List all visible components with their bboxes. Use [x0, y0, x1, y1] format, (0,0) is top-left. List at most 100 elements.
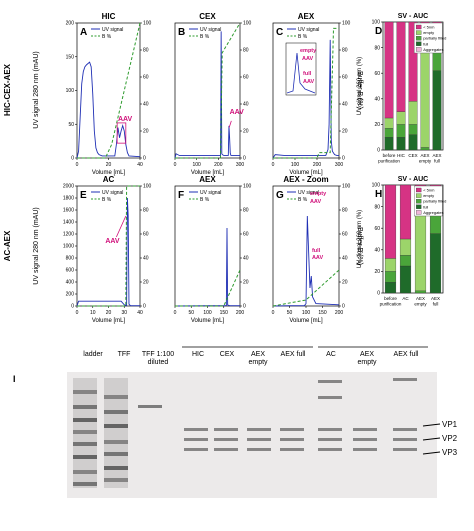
legend-label: partially filled	[423, 199, 446, 204]
y-tick-label: 200	[66, 21, 75, 27]
bar-segment	[432, 70, 442, 151]
y2-tick-label: 40	[143, 256, 149, 262]
y-tick-label: 150	[66, 54, 75, 60]
legend-swatch	[416, 41, 422, 46]
lane-label-ladder: ladder	[83, 351, 103, 358]
bar-segment	[384, 117, 394, 129]
series-line	[272, 215, 340, 307]
x-category-label: full	[433, 302, 439, 307]
x-category-label: CEX	[408, 153, 417, 158]
x-tick-label: 50	[188, 310, 194, 316]
y-tick-label: 80	[374, 45, 380, 51]
gel-band	[73, 442, 97, 446]
x-category-label: full	[434, 159, 440, 164]
legend-swatch	[416, 204, 422, 209]
annotation-label: empty	[300, 48, 317, 54]
gel-band	[73, 482, 97, 486]
gel-band	[184, 438, 208, 441]
bar-segment	[399, 184, 412, 240]
bar-segment	[399, 238, 412, 256]
bar-segment	[408, 21, 418, 102]
chart-title: AEX - Zoom	[283, 175, 328, 184]
x-tick-label: 100	[203, 310, 212, 316]
legend-label: B %	[200, 34, 210, 40]
gel-band	[247, 448, 271, 451]
gel-band	[247, 438, 271, 441]
y2-tick-label: 60	[342, 232, 348, 238]
series-line	[76, 61, 141, 159]
legend-swatch	[416, 30, 422, 35]
bar-segment	[396, 21, 406, 112]
legend-label: UV signal	[102, 190, 123, 196]
gel-band	[73, 430, 97, 434]
bar-segment	[384, 184, 397, 259]
x-axis-label: Volume [mL]	[289, 318, 323, 324]
y2-tick-label: 40	[243, 102, 249, 108]
y-tick-label: 20	[374, 269, 380, 275]
series-line	[272, 39, 339, 159]
y2-tick-label: 40	[143, 102, 149, 108]
chart-title: AEX	[199, 175, 216, 184]
y2-axis-label: Buffer B (%)	[356, 71, 363, 109]
y-axis-label: UV signal 260 nm (%)	[357, 210, 363, 268]
x-tick-label: 300	[236, 162, 245, 168]
legend-label: Aggregates	[423, 47, 443, 52]
y2-tick-label: 60	[243, 75, 249, 81]
chart-title: AEX	[298, 12, 315, 21]
y-tick-label: 1400	[63, 220, 74, 226]
series-line	[174, 227, 240, 307]
x-tick-label: 100	[192, 162, 201, 168]
legend-label: Aggregates	[423, 210, 443, 215]
x-category-label: AEX	[416, 296, 425, 301]
gel-band	[104, 440, 128, 444]
y2-tick-label: 0	[143, 304, 146, 310]
legend-swatch	[416, 210, 422, 215]
x-category-label: before	[384, 296, 397, 301]
y2-tick-label: 0	[243, 304, 246, 310]
bar-segment	[414, 290, 427, 294]
x-axis-label: Volume [mL]	[191, 318, 225, 324]
x-category-label: AEX	[432, 153, 441, 158]
legend-label: < 5nm	[423, 188, 435, 193]
annotation-group: AAV	[116, 116, 133, 144]
y2-tick-label: 80	[143, 208, 149, 214]
panel-letter: H	[375, 189, 382, 200]
gel-band	[73, 405, 97, 409]
annotation-label: AAV	[303, 79, 315, 85]
bar-segment	[384, 258, 397, 272]
lane-label-aex-empty-1: AEX empty	[248, 351, 268, 366]
x-axis-label: Volume [mL]	[92, 318, 126, 324]
annotation-group: empty AAV full AAV	[285, 42, 317, 96]
legend-swatch	[416, 36, 422, 41]
x-tick-label: 200	[214, 162, 223, 168]
bar-segment	[420, 147, 430, 151]
legend-label: B %	[298, 34, 308, 40]
x-category-label: empty	[414, 302, 427, 307]
gel-band	[73, 470, 97, 474]
x-category-label: AC	[402, 296, 409, 301]
chart-title: CEX	[199, 12, 216, 21]
gel-band	[247, 428, 271, 431]
x-tick-label: 20	[106, 162, 112, 168]
x-tick-label: 0	[76, 310, 79, 316]
legend-label: empty	[423, 193, 434, 198]
x-category-label: AEX	[431, 296, 440, 301]
gel-band	[353, 448, 377, 451]
chart-title: SV - AUC	[398, 176, 428, 183]
lane-label-aex-empty-2: AEX empty	[357, 351, 377, 366]
y2-tick-label: 100	[143, 184, 152, 190]
legend-label: B %	[102, 34, 112, 40]
bar-segment	[396, 111, 406, 125]
legend-label: UV signal	[102, 27, 123, 33]
x-tick-label: 0	[174, 310, 177, 316]
y2-tick-label: 20	[143, 129, 149, 135]
y-tick-label: 2000	[63, 184, 74, 190]
bar-segment	[399, 255, 412, 267]
y-tick-label: 60	[374, 226, 380, 232]
y2-tick-label: 0	[342, 156, 345, 162]
y2-tick-label: 40	[243, 256, 249, 262]
